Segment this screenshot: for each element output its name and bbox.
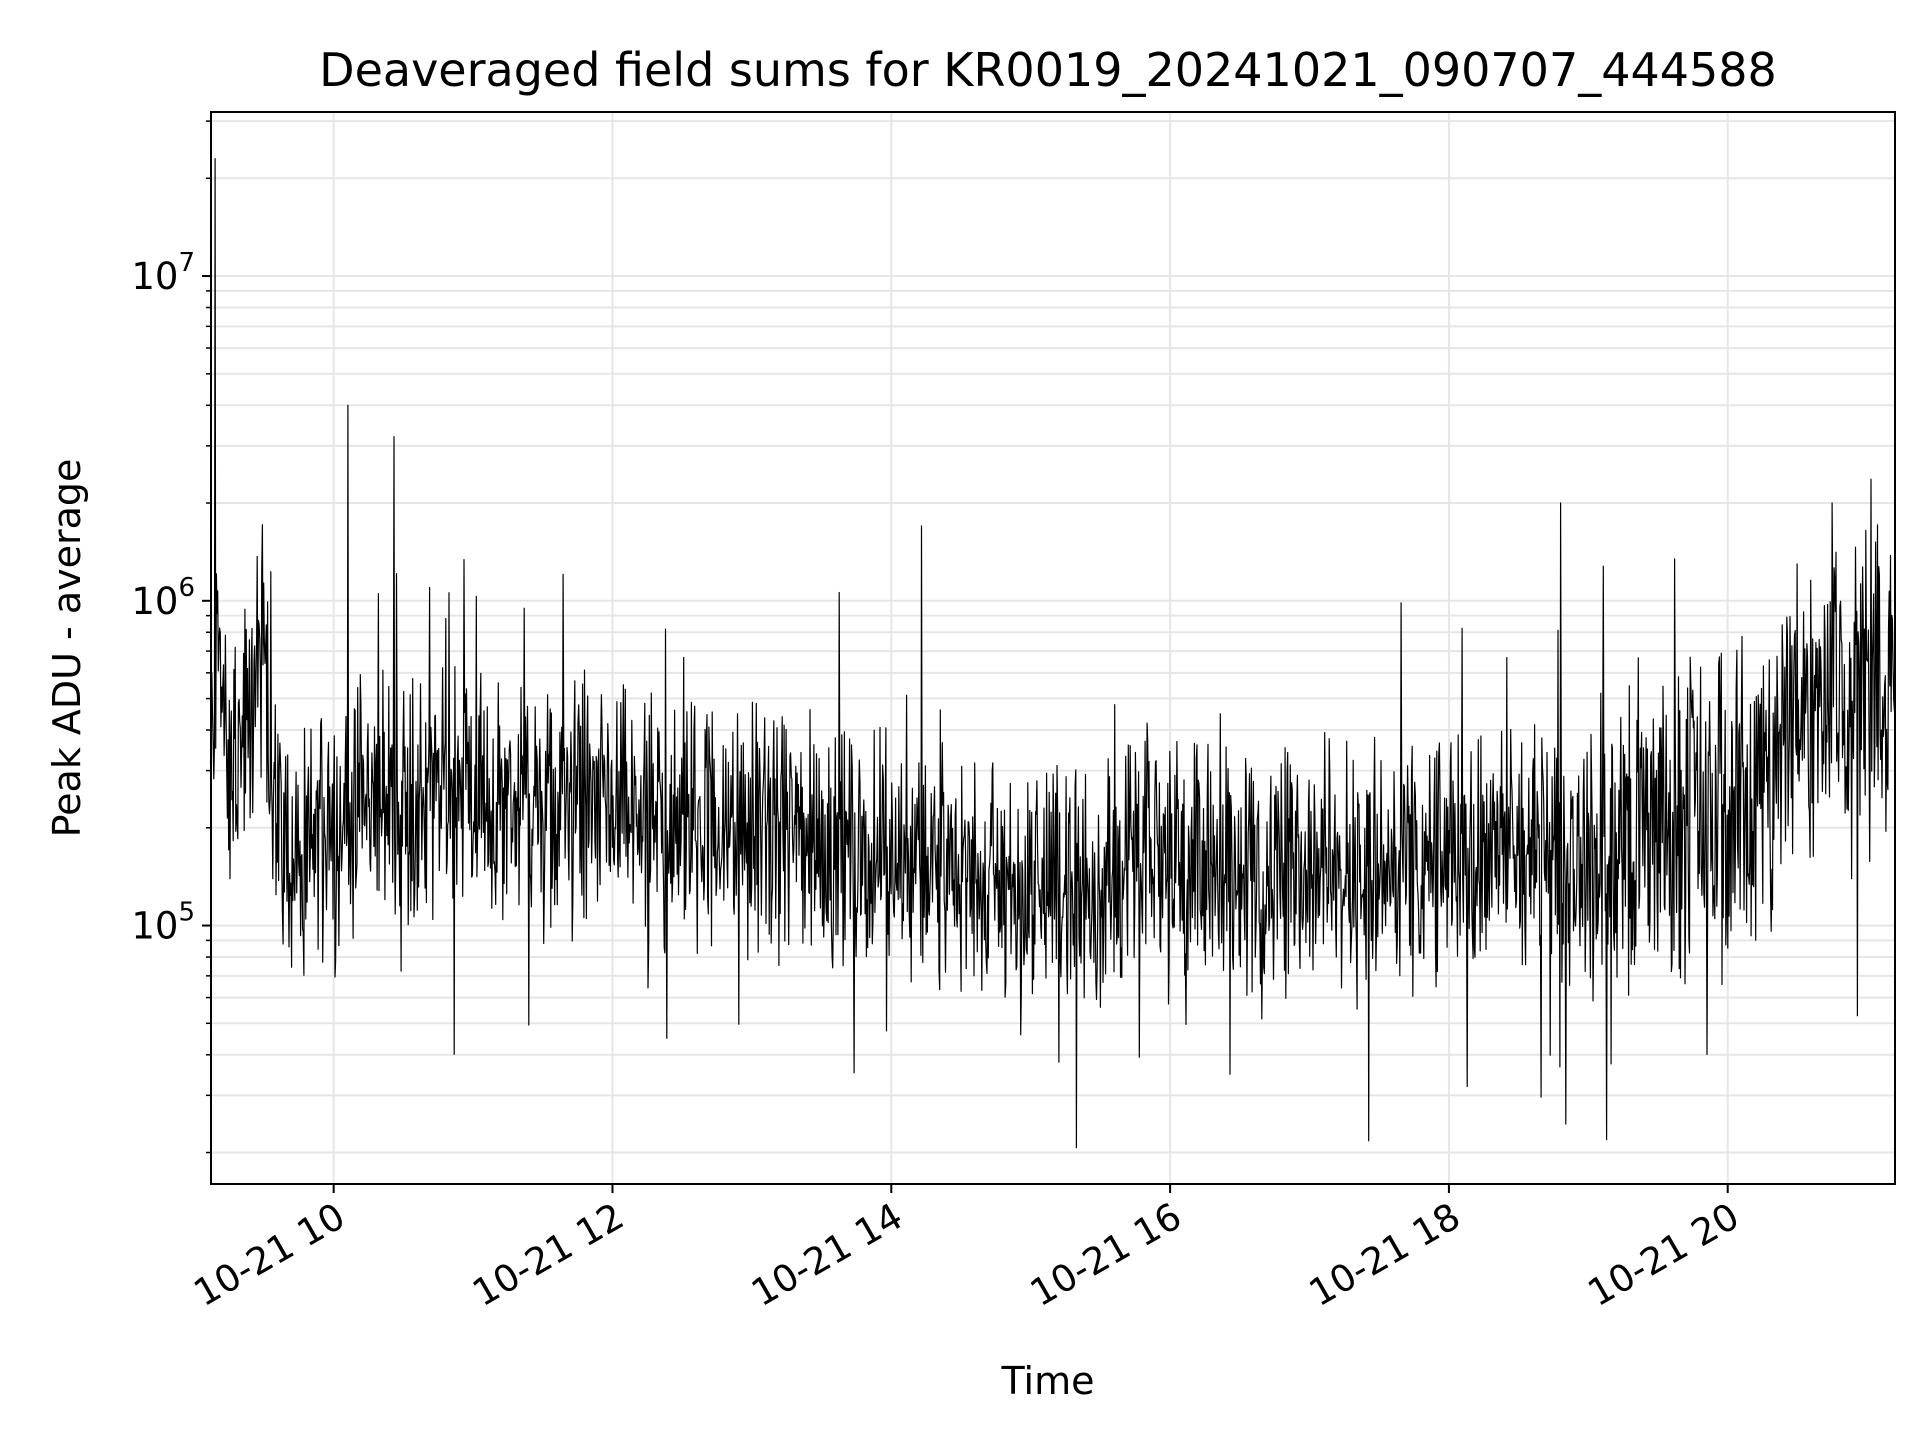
series-line	[209, 158, 1896, 1149]
x-axis-label: Time	[1001, 1359, 1095, 1403]
series-layer	[209, 158, 1896, 1149]
chart-title: Deaveraged field sums for KR0019_2024102…	[319, 43, 1777, 97]
y-axis-ticks: 105 106 107	[131, 120, 211, 1154]
plot-frame	[210, 111, 1896, 1185]
y-tick-label: 105	[131, 898, 195, 948]
y-tick-label: 107	[131, 248, 195, 298]
y-tick-label: 106	[131, 573, 195, 623]
y-axis-label: Peak ADU - average	[45, 459, 89, 838]
